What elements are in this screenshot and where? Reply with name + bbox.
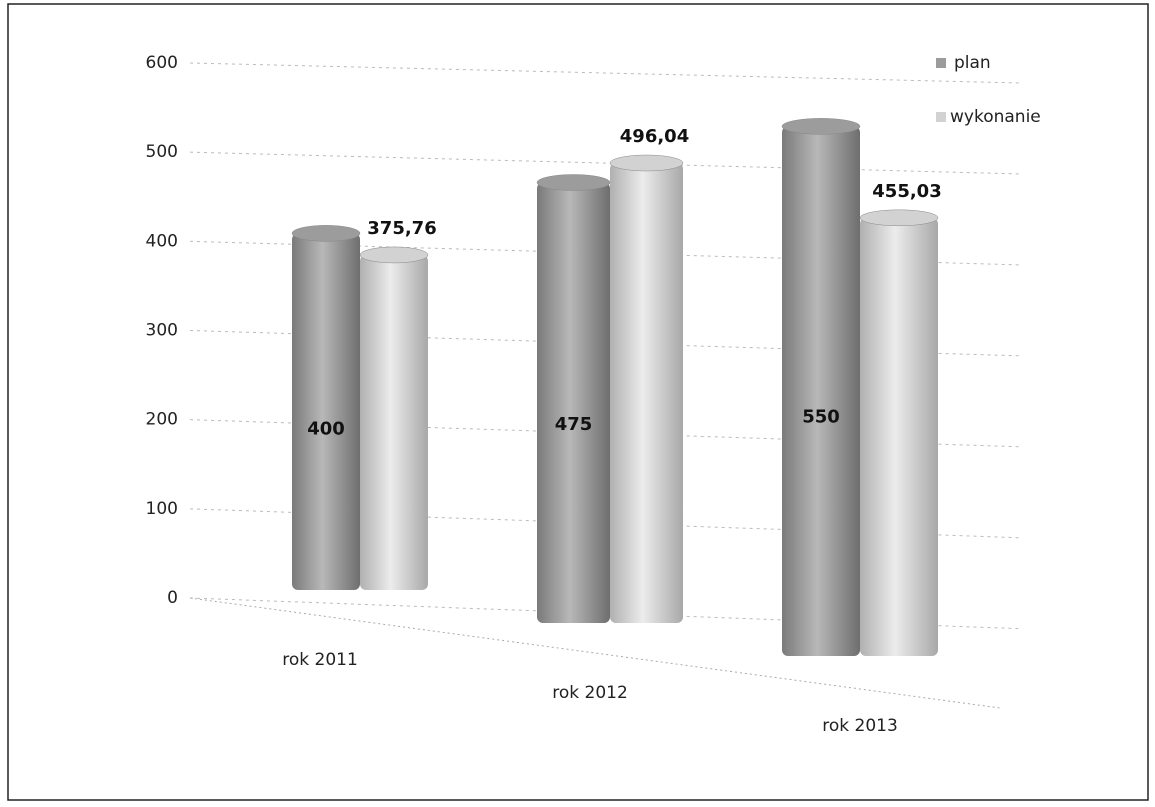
bar-cap <box>536 174 611 191</box>
y-tick-label: 200 <box>146 410 178 430</box>
y-tick-label: 600 <box>146 53 178 73</box>
data-label: 455,03 <box>872 181 941 202</box>
data-label: 475 <box>555 414 593 435</box>
bar-cap <box>781 118 861 135</box>
y-tick-label: 300 <box>146 321 178 341</box>
legend-swatch <box>936 58 946 68</box>
bar <box>782 126 860 657</box>
bar <box>292 233 360 591</box>
x-tick-label: rok 2011 <box>282 650 358 670</box>
data-label: 496,04 <box>620 126 689 147</box>
axis-line <box>189 597 1001 709</box>
bar-cap <box>859 209 939 227</box>
legend-swatch <box>936 112 946 122</box>
bar-cap <box>609 154 684 172</box>
bar <box>537 182 610 623</box>
y-tick-label: 500 <box>146 142 178 162</box>
data-label: 375,76 <box>367 218 436 239</box>
bar <box>360 254 428 590</box>
grid-line <box>189 62 1021 84</box>
bar-cap <box>359 246 429 264</box>
bar <box>610 163 683 624</box>
legend-label: plan <box>954 53 991 73</box>
y-tick-label: 0 <box>167 588 178 608</box>
legend-label: wykonanie <box>950 107 1041 127</box>
x-tick-label: rok 2012 <box>552 683 628 703</box>
y-tick-label: 100 <box>146 499 178 519</box>
frame <box>7 3 1149 801</box>
grid-line <box>189 151 1021 175</box>
bar <box>860 217 938 657</box>
x-tick-label: rok 2013 <box>822 716 898 736</box>
y-tick-label: 400 <box>146 231 178 251</box>
data-label: 400 <box>307 419 345 440</box>
data-label: 550 <box>802 407 840 428</box>
bar-cap <box>291 225 361 242</box>
